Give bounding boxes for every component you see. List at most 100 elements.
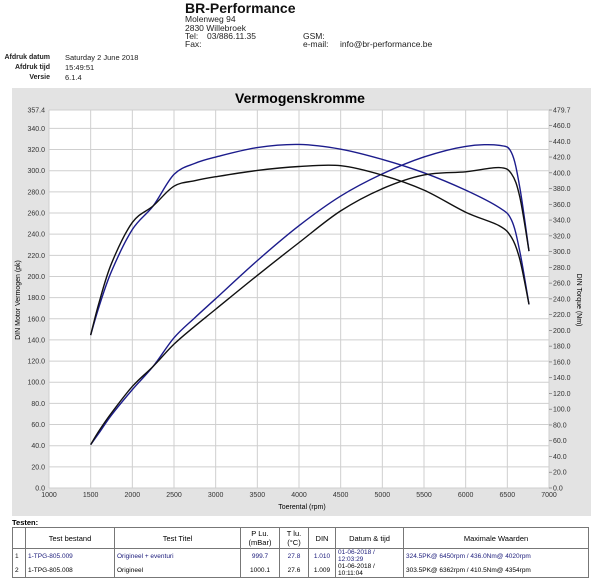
y2-tick-label: 200.0 <box>553 328 571 335</box>
company-name: BR-Performance <box>185 0 296 16</box>
col-index <box>12 527 26 549</box>
y-tick-label: 300.0 <box>27 168 45 175</box>
y-tick-label: 180.0 <box>27 295 45 302</box>
y-tick-label: 40.0 <box>31 443 45 450</box>
temperature: 27.6 <box>279 563 309 578</box>
x-tick-label: 3000 <box>208 492 224 499</box>
y-tick-label: 100.0 <box>27 380 45 387</box>
row-index: 1 <box>12 548 26 563</box>
y2-tick-label: 440.0 <box>553 139 571 146</box>
y-axis-label: DIN Motor Vermogen (pk) <box>15 260 22 340</box>
email-value: info@br-performance.be <box>340 39 433 49</box>
x-tick-label: 5000 <box>375 492 391 499</box>
din: 1.010 <box>308 548 336 563</box>
y2-tick-label: 120.0 <box>553 391 571 398</box>
temperature: 27.8 <box>279 548 309 563</box>
col-test-file: Test bestand <box>25 527 115 549</box>
print-time: 15:49:51 <box>65 63 95 72</box>
series-line-2 <box>89 143 530 336</box>
x-tick-label: 1000 <box>41 492 57 499</box>
table-row[interactable]: 1 1-TPG-805.009 Origineel + eventuri 999… <box>12 548 589 563</box>
table-row[interactable]: 2 1-TPG-805.008 Origineel 1000.1 27.6 1.… <box>12 563 589 578</box>
y2-tick-label: 140.0 <box>553 375 571 382</box>
y-tick-label: 80.0 <box>31 401 45 408</box>
version-label: Versie <box>29 74 50 81</box>
y2-tick-label: 380.0 <box>553 186 571 193</box>
y2-tick-label: 479.7 <box>553 108 571 115</box>
y-tick-label: 340.0 <box>27 126 45 133</box>
y2-tick-label: 340.0 <box>553 218 571 225</box>
y-tick-label: 357.4 <box>27 108 45 115</box>
date-time: 01-06-2018 / 10:11:04 <box>335 563 404 578</box>
x-tick-label: 6500 <box>500 492 516 499</box>
y2-tick-label: 260.0 <box>553 281 571 288</box>
col-pressure: P Lu.(mBar) <box>240 527 280 549</box>
col-din: DIN <box>308 527 336 549</box>
y-tick-label: 200.0 <box>27 274 45 281</box>
x-axis-label: Toerental (rpm) <box>278 504 325 511</box>
x-tick-label: 3500 <box>250 492 266 499</box>
col-max-values: Maximale Waarden <box>403 527 589 549</box>
y2-axis-label: DIN Torque (Nm) <box>575 274 582 327</box>
email-label: e-mail: <box>303 39 329 49</box>
row-index: 2 <box>12 563 26 578</box>
y2-tick-label: 300.0 <box>553 249 571 256</box>
y2-tick-label: 280.0 <box>553 265 571 272</box>
y2-tick-label: 40.0 <box>553 454 567 461</box>
chart-title: Vermogenskromme <box>235 90 365 106</box>
x-tick-label: 6000 <box>458 492 474 499</box>
y2-tick-label: 220.0 <box>553 312 571 319</box>
max-values: 303.5PK@ 6362rpm / 410.5Nm@ 4354rpm <box>403 563 589 578</box>
date-time: 01-06-2018 / 12:03:29 <box>335 548 404 563</box>
y-tick-label: 280.0 <box>27 189 45 196</box>
x-tick-label: 4500 <box>333 492 349 499</box>
x-tick-label: 2000 <box>125 492 141 499</box>
y2-tick-label: 80.0 <box>553 422 567 429</box>
y2-tick-label: 240.0 <box>553 296 571 303</box>
y-tick-label: 0.0 <box>35 486 45 493</box>
fax-label: Fax: <box>185 39 202 49</box>
y-tick-label: 260.0 <box>27 211 45 218</box>
pressure: 1000.1 <box>240 563 280 578</box>
x-tick-label: 5500 <box>416 492 432 499</box>
y2-tick-label: 460.0 <box>553 123 571 130</box>
print-date: Saturday 2 June 2018 <box>65 53 139 62</box>
series-line-4 <box>89 164 530 336</box>
city: 2830 Willebroek <box>185 23 246 33</box>
power-torque-chart: 1000 1500 2000 2500 3000 3500 4000 4500 5000 5500… <box>12 88 591 516</box>
y2-tick-label: 160.0 <box>553 359 571 366</box>
y2-tick-label: 100.0 <box>553 407 571 414</box>
version: 6.1.4 <box>65 73 82 82</box>
print-date-label: Afdruk datum <box>4 54 51 61</box>
series-line-1 <box>90 143 530 446</box>
y-tick-label: 220.0 <box>27 253 45 260</box>
y2-tick-label: 60.0 <box>553 438 567 445</box>
y-tick-label: 320.0 <box>27 147 45 154</box>
y-tick-label: 60.0 <box>31 422 45 429</box>
y2-tick-label: 180.0 <box>553 344 571 351</box>
y2-tick-label: 360.0 <box>553 202 571 209</box>
y-tick-label: 20.0 <box>31 464 45 471</box>
pressure: 999.7 <box>240 548 280 563</box>
street: Molenweg 94 <box>185 14 236 24</box>
y2-tick-label: 20.0 <box>553 470 567 477</box>
tests-table: Test bestand Test Titel P Lu.(mBar) T lu… <box>12 527 589 578</box>
y-tick-label: 120.0 <box>27 359 45 366</box>
tel-label: Tel: <box>185 31 199 41</box>
y-tick-label: 240.0 <box>27 232 45 239</box>
test-file: 1-TPG-805.008 <box>25 563 115 578</box>
max-values: 324.5PK@ 6450rpm / 436.0Nm@ 4020rpm <box>403 548 589 563</box>
print-time-label: Afdruk tijd <box>15 64 50 71</box>
din: 1.009 <box>308 563 336 578</box>
series-line-3 <box>90 166 530 445</box>
y-tick-label: 140.0 <box>27 337 45 344</box>
test-title: Origineel + eventuri <box>114 548 241 563</box>
col-test-title: Test Titel <box>114 527 241 549</box>
col-temperature: T lu.(°C) <box>279 527 309 549</box>
gsm-label: GSM: <box>303 31 325 41</box>
y-tick-label: 160.0 <box>27 316 45 323</box>
test-title: Origineel <box>114 563 241 578</box>
y2-tick-label: 400.0 <box>553 170 571 177</box>
y2-tick-label: 0.0 <box>553 486 563 493</box>
